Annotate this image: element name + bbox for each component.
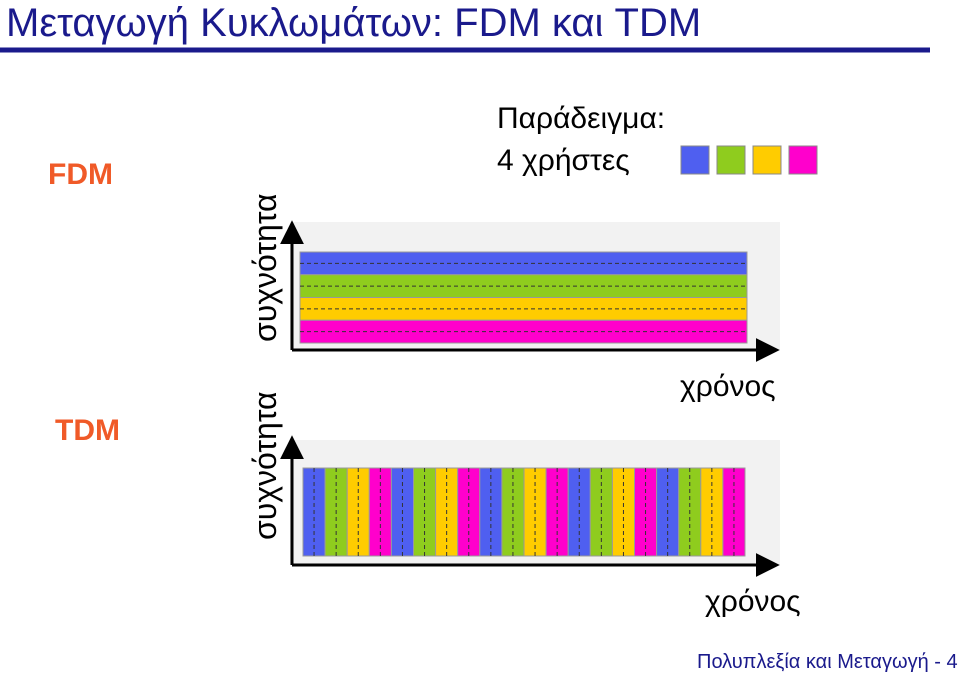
tdm-label: TDM [55, 414, 120, 447]
swatch [788, 145, 818, 175]
title: Μεταγωγή Κυκλωμάτων: FDM και TDM [6, 1, 701, 45]
tdm-slots [302, 467, 746, 557]
fdm-y-label: συχνότητα [247, 193, 283, 342]
tdm-y-label: συχνότητα [247, 391, 283, 540]
footer: Πολυπλεξία και Μεταγωγή - 4 [697, 651, 958, 673]
example-heading: Παράδειγμα: [497, 102, 665, 135]
swatch [716, 145, 746, 175]
fdm-bands [299, 251, 748, 344]
user-swatches [680, 145, 818, 175]
fdm-x-label: χρόνος [680, 370, 776, 403]
swatch [752, 145, 782, 175]
tdm-x-label: χρόνος [705, 585, 801, 618]
swatch [680, 145, 710, 175]
fdm-label: FDM [48, 158, 113, 191]
example-users: 4 χρήστες [497, 144, 630, 177]
